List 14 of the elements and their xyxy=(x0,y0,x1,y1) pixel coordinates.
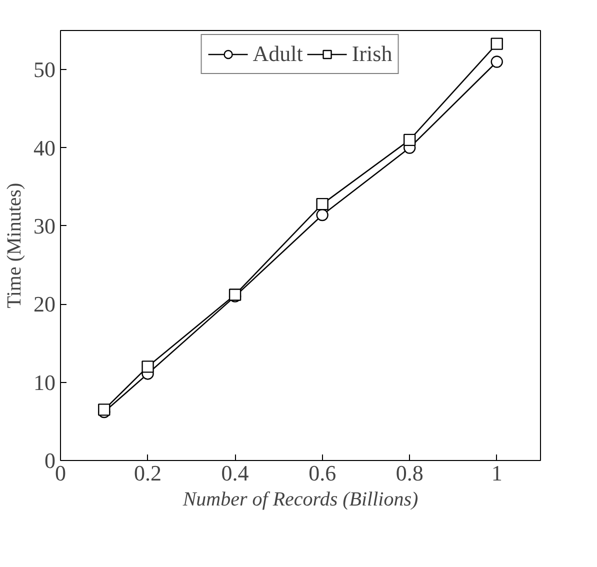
y-tick-label: 40 xyxy=(34,135,56,160)
x-tick-label: 0.6 xyxy=(308,460,336,486)
y-tick-label: 30 xyxy=(34,213,56,238)
x-tick-label: 0.4 xyxy=(221,460,249,486)
legend-label: Irish xyxy=(352,41,392,67)
x-tick-label: 0.8 xyxy=(396,460,424,486)
x-tick-label: 1 xyxy=(491,460,502,486)
y-tick-label: 10 xyxy=(34,370,56,395)
x-tick-label: 0.2 xyxy=(134,460,162,486)
y-tick-label: 50 xyxy=(34,57,56,82)
x-axis-title: Number of Records (Billions) xyxy=(182,488,419,510)
y-axis-title: Time (Minutes) xyxy=(4,182,26,308)
y-tick-label: 20 xyxy=(34,292,56,317)
legend-label: Adult xyxy=(252,41,303,67)
